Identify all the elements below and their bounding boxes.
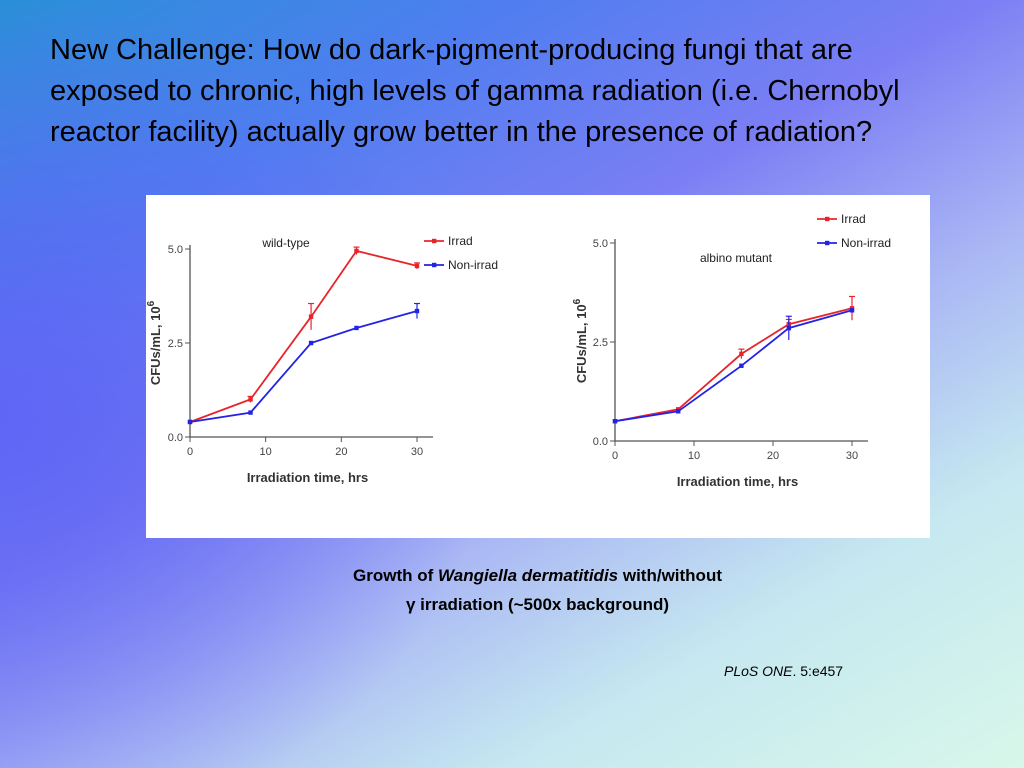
- chart-title: albino mutant: [700, 251, 773, 265]
- x-tick-label: 10: [688, 450, 700, 462]
- data-point: [308, 340, 314, 346]
- series-non-irrad: [187, 302, 420, 425]
- x-axis-label: Irradiation time, hrs: [677, 474, 798, 489]
- figure-caption: Growth of Wangiella dermatitidis with/wi…: [250, 561, 825, 619]
- citation-ref: . 5:e457: [792, 663, 844, 679]
- series-non-irrad: [612, 308, 855, 424]
- data-point: [248, 410, 253, 415]
- series-line: [614, 309, 853, 423]
- y-tick-label: 5.0: [593, 238, 608, 250]
- figure-panel: 0 10 20 30 0.0 2.5 5.0 Irradiation time, hrs CFU…: [146, 195, 930, 538]
- charts-svg: 0 10 20 30 0.0 2.5 5.0 Irradiation time, hrs CFU…: [146, 212, 891, 489]
- x-tick-label: 20: [335, 446, 347, 458]
- data-point: [676, 409, 681, 414]
- legend-marker: [432, 262, 437, 268]
- data-point: [414, 308, 420, 314]
- slide-title: New Challenge: How do dark-pigment-produ…: [50, 34, 900, 148]
- x-tick-label: 0: [612, 450, 618, 462]
- series-line: [614, 307, 853, 423]
- series-irrad: [612, 295, 855, 424]
- legend-label: Non-irrad: [841, 236, 891, 250]
- legend-marker: [432, 238, 437, 244]
- x-tick-label: 20: [767, 450, 779, 462]
- data-point: [354, 248, 359, 254]
- y-tick-label: 0.0: [593, 436, 608, 448]
- data-point: [849, 308, 855, 313]
- y-axis-label: CFUs/mL, 106: [572, 298, 589, 383]
- data-point: [739, 351, 744, 357]
- y-tick-label: 5.0: [168, 244, 183, 256]
- y-axis-label: CFUs/mL, 106: [146, 300, 163, 385]
- chart-2: 0 10 20 30 0.0 2.5 5.0 Irradiation time, hrs CFU…: [572, 212, 891, 489]
- data-point: [187, 419, 193, 425]
- x-axis-label: Irradiation time, hrs: [247, 470, 368, 485]
- legend-label: Irrad: [841, 212, 866, 226]
- data-point: [612, 419, 618, 424]
- legend-marker: [825, 240, 830, 246]
- data-point: [248, 397, 253, 402]
- series-irrad: [187, 246, 420, 425]
- data-point: [308, 314, 314, 319]
- legend-label: Non-irrad: [448, 258, 498, 272]
- data-point: [739, 363, 744, 368]
- chart-title: wild-type: [261, 236, 310, 250]
- caption-prefix: Growth of: [353, 566, 438, 585]
- x-tick-label: 10: [260, 446, 272, 458]
- legend-marker: [825, 216, 830, 222]
- y-tick-label: 2.5: [168, 338, 183, 350]
- x-tick-label: 0: [187, 446, 193, 458]
- caption-suffix: with/without: [618, 566, 722, 585]
- caption-species: Wangiella dermatitidis: [438, 566, 619, 585]
- y-tick-label: 2.5: [593, 337, 608, 349]
- legend-label: Irrad: [448, 234, 473, 248]
- chart-1: 0 10 20 30 0.0 2.5 5.0 Irradiation time, hrs CFU…: [146, 234, 498, 485]
- caption-line-1: Growth of Wangiella dermatitidis with/wi…: [250, 561, 825, 590]
- data-point: [354, 325, 359, 331]
- x-tick-label: 30: [411, 446, 423, 458]
- citation: PLoS ONE. 5:e457: [724, 663, 843, 679]
- y-tick-label: 0.0: [168, 432, 183, 444]
- x-tick-label: 30: [846, 450, 858, 462]
- citation-journal: PLoS ONE: [724, 663, 793, 679]
- data-point: [414, 263, 420, 269]
- data-point: [786, 325, 791, 331]
- series-line: [189, 249, 418, 423]
- caption-line-2: γ irradiation (~500x background): [405, 595, 670, 614]
